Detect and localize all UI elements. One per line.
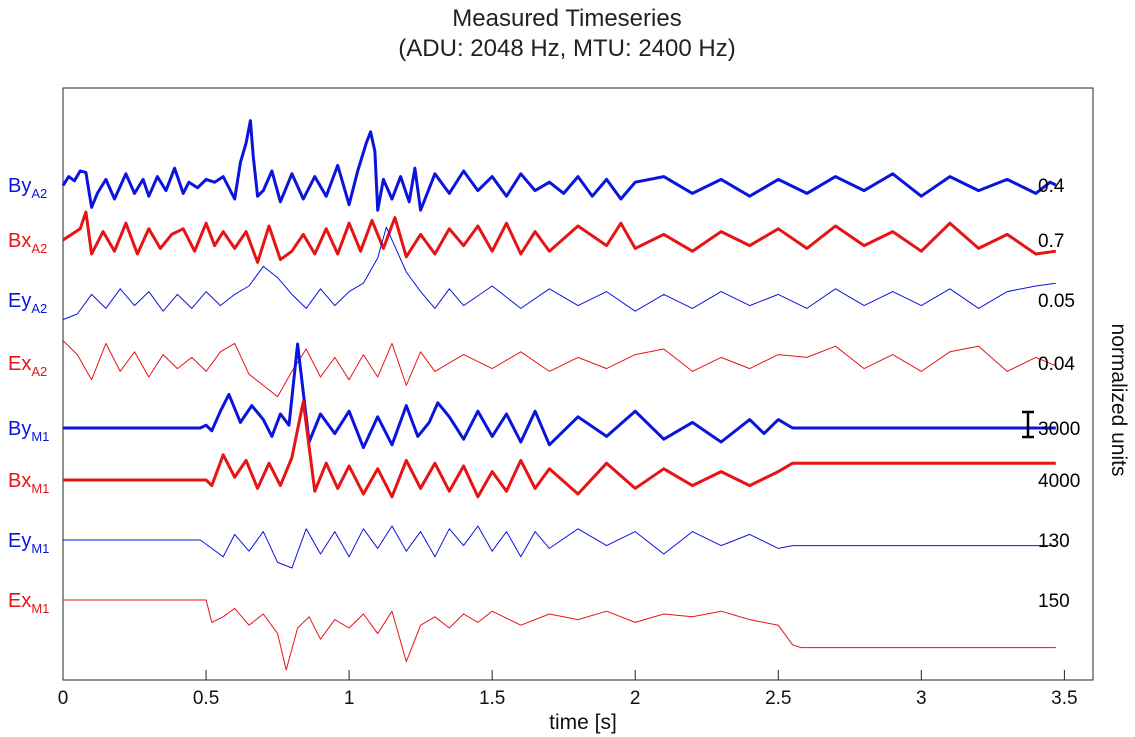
- x-tick-label: 2.5: [765, 688, 791, 709]
- trace-Bx_A2: [62, 210, 1057, 264]
- channel-labels-group: ByA2 BxA2 EyA2 ExA2 ByM1 BxM1 EyM1 ExM1: [8, 175, 49, 616]
- channel-label-By_M1: ByM1: [8, 418, 49, 444]
- traces-group: [61, 119, 1057, 671]
- x-tick-label: 1.5: [479, 688, 505, 709]
- x-tick-label: 2: [630, 688, 641, 709]
- channel-label-Ex_A2: ExA2: [8, 353, 47, 379]
- x-tick-label: 0.5: [193, 688, 219, 709]
- channel-label-Ex_M1: ExM1: [8, 590, 49, 616]
- trace-By_M1: [63, 342, 1056, 450]
- x-tick-label: 3: [916, 688, 927, 709]
- x-tick-label: 1: [344, 688, 355, 709]
- trace-Ey_A2: [62, 226, 1056, 321]
- x-tick-label: 0: [58, 688, 69, 709]
- channel-label-By_A2: ByA2: [8, 175, 47, 201]
- scale-value-Bx_M1: 4000: [1038, 471, 1080, 492]
- scale-values-group: 0.4 0.7 0.05 0.04 3000 4000 130 150: [1038, 176, 1080, 612]
- trace-By_A2: [61, 119, 1057, 212]
- scale-value-By_A2: 0.4: [1038, 176, 1065, 197]
- x-ticks-group: 0 0.5 1 1.5 2 2.5 3 3.5: [58, 670, 1078, 709]
- channel-label-Bx_M1: BxM1: [8, 470, 49, 496]
- channel-label-Ey_A2: EyA2: [8, 290, 47, 316]
- channel-label-Bx_A2: BxA2: [8, 230, 47, 256]
- chart-title-line-2: (ADU: 2048 Hz, MTU: 2400 Hz): [398, 35, 735, 62]
- trace-Ex_M1: [63, 599, 1056, 671]
- channel-label-Ey_M1: EyM1: [8, 530, 49, 556]
- trace-Ex_A2: [62, 340, 1056, 398]
- plot-frame: [62, 87, 1094, 681]
- x-tick-label: 3.5: [1051, 688, 1077, 709]
- scale-bar: [1022, 410, 1034, 439]
- x-axis-label: time [s]: [549, 711, 617, 734]
- trace-Ey_M1: [63, 525, 1056, 569]
- scale-value-Ey_A2: 0.05: [1038, 291, 1075, 312]
- scale-value-Ex_A2: 0.04: [1038, 354, 1075, 375]
- chart-title-line-1: Measured Timeseries: [452, 5, 681, 32]
- y-axis-label: normalized units: [1107, 324, 1130, 477]
- scale-value-Bx_A2: 0.7: [1038, 231, 1064, 252]
- scale-value-Ex_M1: 150: [1038, 591, 1070, 612]
- scale-value-By_M1: 3000: [1038, 419, 1080, 440]
- trace-Bx_M1: [63, 400, 1056, 499]
- scale-value-Ey_M1: 130: [1038, 531, 1070, 552]
